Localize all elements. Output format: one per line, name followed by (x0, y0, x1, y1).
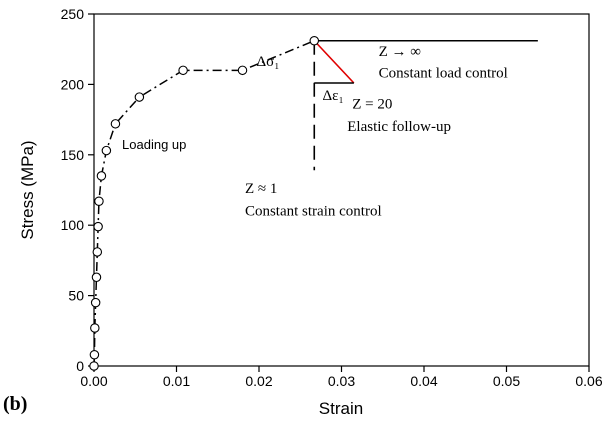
y-tick-label: 100 (61, 217, 85, 233)
x-tick-label: 0.02 (245, 373, 272, 389)
annotations: Z → ∞ Constant load control Δσ₁ Δε₁ Z = 20 El… (122, 44, 508, 219)
curve-markers (89, 36, 320, 371)
y-tick-label: 0 (76, 358, 84, 374)
z-approx-1-label: Z ≈ 1 (245, 181, 277, 197)
delta-epsilon-label: Δε₁ (323, 88, 344, 104)
data-point-marker (91, 272, 102, 283)
x-tick-label: 0.03 (328, 373, 355, 389)
data-point-marker (89, 349, 100, 360)
x-tick-label: 0.04 (410, 373, 437, 389)
data-point-marker (134, 92, 145, 102)
y-tick-label: 200 (61, 76, 85, 92)
data-point-marker (93, 221, 103, 232)
data-point-marker (237, 65, 248, 76)
data-point-marker (94, 196, 104, 207)
reference-lines (313, 39, 538, 171)
y-tick-label: 50 (68, 288, 84, 304)
constant-load-label: Constant load control (379, 65, 508, 81)
data-point-marker (101, 145, 112, 156)
z-infinity-label: Z → ∞ (379, 44, 421, 60)
x-tick-label: 0.06 (575, 373, 602, 389)
data-point-marker (178, 65, 188, 76)
x-tick-label: 0.00 (80, 373, 107, 389)
data-point-marker (309, 36, 320, 46)
loading-curve-line (93, 40, 315, 367)
loading-curve (93, 40, 315, 367)
data-point-marker (110, 119, 121, 129)
elastic-follow-up-line (313, 40, 355, 84)
y-axis-label: Stress (MPa) (18, 140, 37, 239)
y-tick-label: 250 (61, 6, 85, 22)
x-tick-label: 0.05 (493, 373, 520, 389)
z-20-label: Z = 20 (352, 96, 392, 112)
data-point-marker (90, 323, 100, 333)
data-point-marker (90, 297, 101, 308)
elastic-follow-up-label: Elastic follow-up (347, 119, 451, 135)
delta-sigma-label: Δσ₁ (257, 54, 280, 70)
x-tick-label: 0.01 (163, 373, 190, 389)
plot-frame (93, 13, 590, 367)
x-axis-label: Strain (319, 399, 363, 418)
data-point-marker (96, 171, 107, 181)
panel-label: (b) (3, 393, 27, 415)
data-point-marker (92, 247, 103, 257)
y-tick-label: 150 (61, 147, 85, 163)
data-point-marker (89, 361, 99, 371)
plot-axes: 0.00 0.01 0.02 0.03 0.04 0.05 0.06 0 50 100 150 200… (61, 6, 603, 389)
loading-up-label: Loading up (122, 137, 186, 152)
constant-strain-label: Constant strain control (245, 203, 382, 219)
